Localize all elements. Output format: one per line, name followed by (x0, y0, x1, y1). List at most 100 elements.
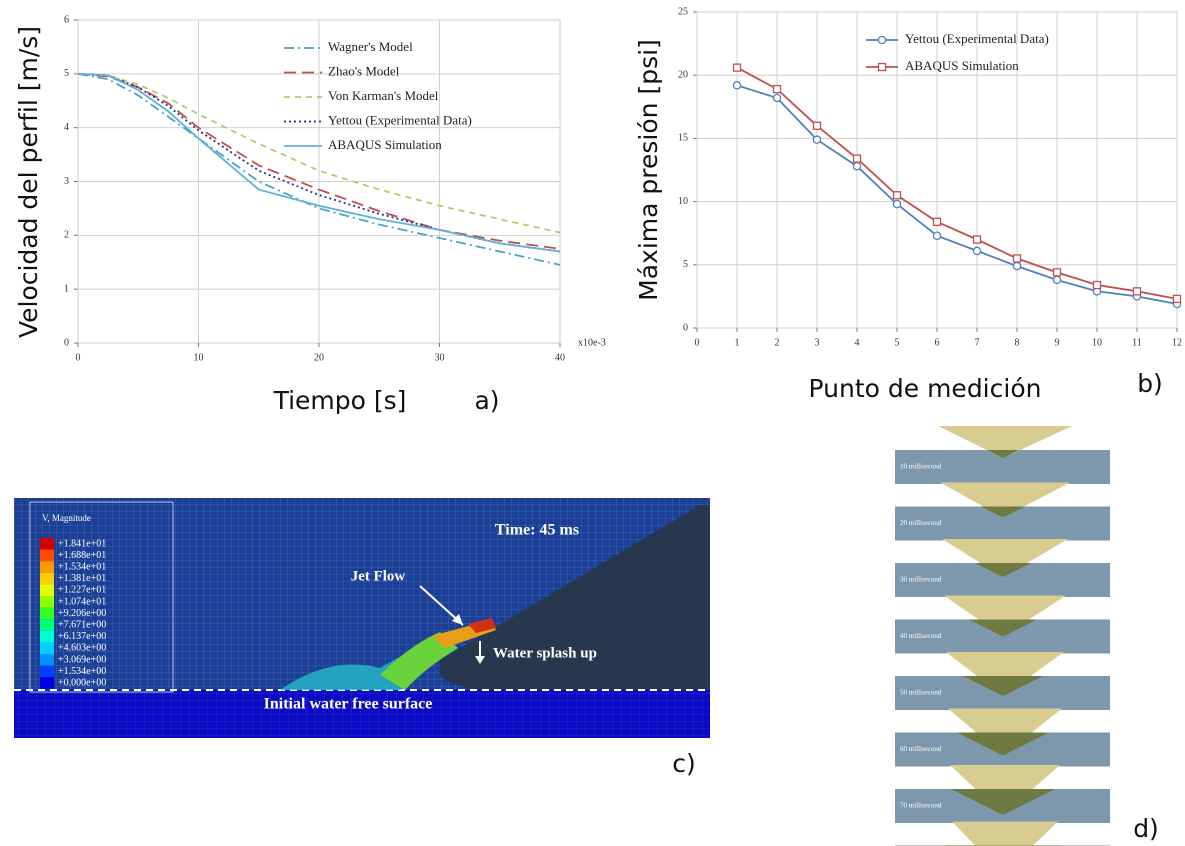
wedge (946, 652, 1064, 696)
frame-label: 20 millisecond (900, 519, 942, 527)
color-legend-value: +9.206e+00 (58, 608, 106, 619)
water-layer (14, 690, 710, 738)
x-tick-label: 10 (1092, 337, 1102, 348)
color-swatch (40, 538, 54, 550)
color-swatch (40, 665, 54, 678)
color-legend-value: +1.074e+01 (58, 596, 106, 607)
wedge-body (440, 505, 710, 690)
jet-arrow-head (452, 614, 463, 625)
x-tick-label: 10 (194, 352, 204, 363)
color-legend-value: +1.841e+01 (58, 538, 106, 549)
frames-panel: 10 millisecond 20 millisecond 30 milliseco… (895, 426, 1110, 846)
x-axis-label: Punto de medición (809, 374, 1042, 403)
chart: 0 1 2 3 4 5 6 0 10 20 30 40 Velocidad del perfil [m/… (14, 14, 606, 415)
y-axis-label: Máxima presión [psi] (634, 39, 663, 301)
frame-label: 50 millisecond (900, 689, 942, 697)
x-tick-label: 1 (735, 337, 740, 348)
wedge-edge (440, 676, 500, 690)
x-tick-label: 6 (935, 337, 940, 348)
marker (732, 81, 742, 90)
marker (892, 191, 902, 200)
legend-label: ABAQUS Simulation (328, 137, 442, 152)
x-tick-label: 20 (314, 352, 324, 363)
color-swatch (40, 654, 54, 666)
wedge (938, 426, 1072, 458)
x-tick-label: 2 (775, 337, 780, 348)
splash-arrow-head (475, 656, 485, 664)
legend-label: Yettou (Experimental Data) (328, 112, 472, 127)
axis-multiplier: x10e-3 (578, 337, 606, 348)
color-swatch (40, 630, 54, 643)
splash-mid (380, 632, 458, 690)
x-tick-label: 40 (555, 352, 565, 363)
panel-label: b) (1137, 369, 1163, 398)
x-tick-label: 11 (1132, 337, 1142, 348)
marker (1132, 287, 1142, 296)
y-tick-label: 0 (683, 322, 688, 333)
x-tick-label: 12 (1172, 337, 1182, 348)
marker (1052, 268, 1062, 277)
frame-label: 30 millisecond (900, 576, 942, 584)
color-swatch (40, 619, 54, 631)
wedge (944, 595, 1066, 637)
jet-peak (468, 618, 496, 633)
marker (877, 62, 887, 72)
wedge-submerged (975, 563, 1031, 577)
wedge (952, 821, 1058, 846)
marker (852, 161, 862, 171)
x-tick-label: 7 (975, 337, 980, 348)
x-tick-label: 3 (815, 337, 820, 348)
legend-label: Wagner's Model (328, 39, 413, 54)
simulation-panel: V, Magnitude Time: 45 ms Jet Flow Water … (14, 498, 710, 778)
color-legend-value: +4.603e+00 (58, 643, 106, 654)
color-legend-value: +3.069e+00 (58, 654, 106, 665)
wedge-submerged (969, 619, 1037, 637)
color-swatch (40, 584, 54, 596)
marker (972, 235, 982, 244)
color-swatch (40, 561, 54, 573)
marker (1092, 280, 1102, 290)
marker (852, 154, 862, 163)
y-tick-label: 25 (678, 6, 688, 17)
wedge (942, 539, 1068, 577)
y-tick-label: 6 (64, 14, 69, 25)
x-axis-label: Tiempo [s] (273, 386, 407, 415)
y-tick-label: 5 (64, 68, 69, 79)
frame-label: 10 millisecond (900, 463, 942, 471)
x-tick-label: 8 (1015, 337, 1020, 348)
series-line (77, 72, 561, 253)
color-swatch (40, 596, 54, 608)
color-legend-value: +1.381e+01 (58, 573, 106, 584)
marker (812, 121, 822, 130)
color-legend-value: +1.534e+01 (58, 561, 106, 572)
marker (972, 246, 982, 256)
y-tick-label: 2 (64, 230, 69, 241)
color-legend-value: +1.227e+01 (58, 585, 106, 596)
time-label: Time: 45 ms (495, 522, 579, 539)
marker (1012, 261, 1022, 271)
y-tick-label: 3 (64, 176, 69, 187)
legend-label: Yettou (Experimental Data) (905, 31, 1049, 46)
x-tick-label: 4 (855, 337, 860, 348)
legend-label: Von Karman's Model (328, 88, 439, 103)
y-tick-label: 5 (683, 259, 688, 270)
marker (772, 84, 782, 94)
y-tick-label: 1 (64, 283, 69, 294)
series-line (77, 72, 561, 266)
frame-label: 60 millisecond (900, 745, 942, 753)
color-legend-value: +1.688e+01 (58, 550, 106, 561)
marker (732, 63, 742, 72)
color-swatch (40, 642, 54, 654)
color-swatch (40, 607, 54, 620)
series-line (736, 84, 1178, 305)
frame-label: 70 millisecond (900, 802, 942, 810)
x-tick-label: 30 (435, 352, 445, 363)
color-swatch (40, 572, 54, 585)
marker (1052, 275, 1062, 285)
panel-label: d) (1133, 814, 1159, 843)
marker (892, 199, 902, 209)
legend-label: Zhao's Model (328, 63, 400, 78)
x-tick-label: 5 (895, 337, 900, 348)
y-axis-label: Velocidad del perfil [m/s] (14, 26, 43, 338)
